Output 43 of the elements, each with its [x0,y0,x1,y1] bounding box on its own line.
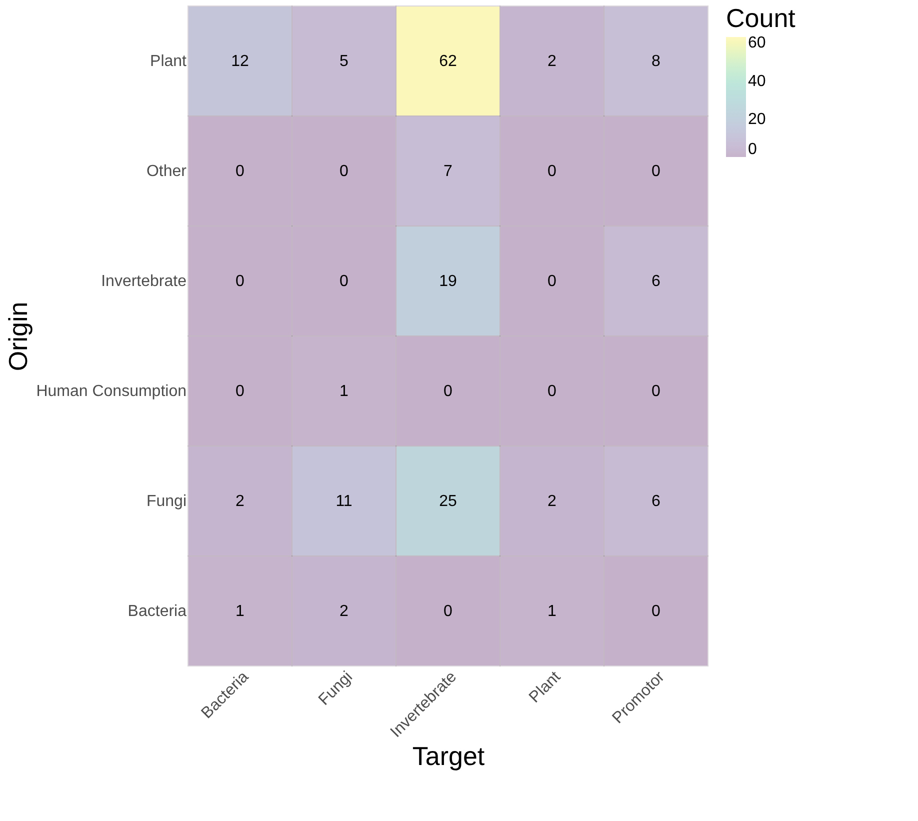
data-label: 6 [652,493,661,510]
y-axis-title: Origin [3,302,34,372]
y-tick-label: Plant [150,53,188,70]
data-label: 2 [236,493,245,510]
data-label: 5 [340,53,349,70]
data-label: 0 [340,163,349,180]
data-label: 25 [439,493,457,510]
color-bar-label: 0 [748,141,757,158]
data-label: 0 [652,163,661,180]
data-label: 0 [236,273,245,290]
data-label: 2 [548,493,557,510]
data-label: 0 [236,163,245,180]
data-label: 19 [439,273,457,290]
data-label: 0 [652,603,661,620]
data-label: 0 [444,383,453,400]
data-label: 62 [439,53,457,70]
data-label: 7 [444,163,453,180]
data-label: 8 [652,53,661,70]
data-label: 12 [231,53,249,70]
data-label: 1 [548,603,557,620]
y-tick-label: Fungi [146,493,186,510]
y-tick-label: Human Consumption [36,383,186,400]
data-label: 6 [652,273,661,290]
x-axis-title: Target [412,741,486,772]
data-label: 0 [652,383,661,400]
data-label: 0 [444,603,453,620]
y-tick-label: Invertebrate [101,273,187,290]
legend-title: Count [726,3,796,33]
data-label: 0 [548,163,557,180]
data-label: 0 [236,383,245,400]
data-label: 2 [340,603,349,620]
color-bar-label: 40 [748,72,766,90]
color-bar-label: 20 [748,110,766,128]
data-label: 1 [340,383,349,400]
data-label: 11 [336,493,352,510]
y-tick-label: Other [146,163,188,180]
data-label: 0 [548,273,557,290]
data-label: 2 [548,53,557,70]
y-tick-label: Bacteria [128,603,187,620]
data-label: 0 [340,273,349,290]
color-bar-label: 60 [748,34,766,52]
data-label: 1 [236,603,245,620]
data-label: 0 [548,383,557,400]
